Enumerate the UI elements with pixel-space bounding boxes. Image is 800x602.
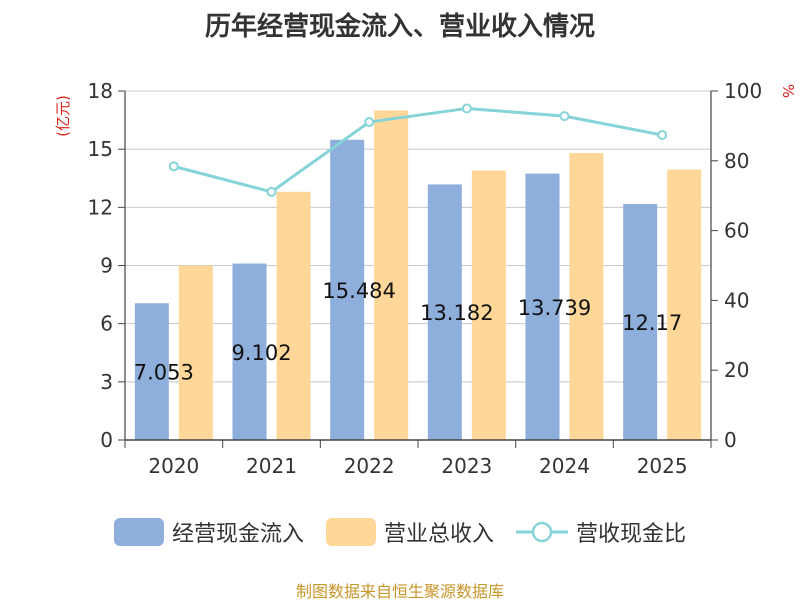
bar-revenue-2022 — [374, 110, 409, 440]
x-tick-label-2025: 2025 — [637, 454, 688, 478]
y-tick-label-9: 9 — [100, 254, 113, 278]
legend-label-revenue: 营业总收入 — [383, 522, 494, 547]
line-series — [168, 103, 668, 197]
bar-revenue-2025 — [667, 169, 702, 440]
bar-cash-inflow-2021 — [232, 263, 267, 440]
bar-revenue-2021 — [276, 191, 311, 440]
y2-tick-label-100: 100 — [724, 79, 762, 103]
data-label-2021: 9.102 — [231, 341, 291, 365]
chart-title: 历年经营现金流入、营业收入情况 — [204, 12, 595, 42]
y-tick-label-18: 18 — [88, 79, 113, 103]
y2-tick-label-20: 20 — [724, 358, 749, 382]
legend-label-cash-inflow: 经营现金流入 — [171, 522, 304, 547]
y2-tick-label-80: 80 — [724, 149, 749, 173]
y2-tick-label-0: 0 — [724, 428, 737, 452]
legend-item-revenue[interactable]: 营业总收入 — [325, 516, 494, 548]
y-axis-unit-right: % — [779, 84, 797, 98]
bar-cash-inflow-2023 — [427, 184, 462, 440]
x-tick-label-2022: 2022 — [344, 454, 395, 478]
bar-revenue-2020 — [178, 265, 213, 440]
y2-tick-label-40: 40 — [724, 288, 749, 312]
data-label-2023: 13.182 — [420, 301, 493, 325]
bar-cash-inflow-2022 — [330, 139, 365, 440]
y-tick-label-3: 3 — [100, 370, 113, 394]
grid-lines — [125, 90, 711, 383]
y-tick-label-15: 15 — [88, 137, 113, 161]
point-cash-ratio-2024 — [559, 111, 570, 122]
legend-label-cash-ratio: 营收现金比 — [576, 522, 687, 547]
y-tick-label-6: 6 — [100, 312, 113, 336]
y-tick-label-12: 12 — [88, 195, 113, 219]
x-tick-label-2021: 2021 — [246, 454, 297, 478]
point-cash-ratio-2021 — [266, 186, 277, 197]
axes: 0 3 6 9 12 15 18 0 20 40 60 80 100 2020 2021 2022 2023 20… — [88, 79, 763, 478]
point-cash-ratio-2020 — [168, 161, 179, 172]
point-cash-ratio-2025 — [657, 129, 668, 140]
x-tick-label-2020: 2020 — [148, 454, 199, 478]
bar-revenue-2024 — [569, 153, 604, 441]
bar-cash-inflow-2024 — [525, 173, 560, 440]
x-tick-label-2023: 2023 — [441, 454, 492, 478]
source-note: 制图数据来自恒生聚源数据库 — [295, 582, 504, 601]
y2-tick-label-60: 60 — [724, 219, 749, 243]
data-label-2024: 13.739 — [518, 296, 591, 320]
data-label-2022: 15.484 — [322, 279, 395, 303]
bar-revenue-2023 — [471, 170, 506, 440]
legend-line-marker-icon — [516, 521, 568, 543]
data-label-2020: 7.053 — [134, 361, 194, 385]
legend: 经营现金流入 营业总收入 营收现金比 — [0, 516, 800, 548]
bar-series — [134, 110, 702, 441]
bar-cash-inflow-2020 — [134, 303, 169, 440]
point-cash-ratio-2022 — [364, 117, 375, 128]
legend-item-cash-ratio[interactable]: 营收现金比 — [516, 516, 686, 548]
legend-swatch-cash-inflow — [113, 518, 164, 546]
point-cash-ratio-2023 — [461, 103, 472, 114]
legend-swatch-revenue — [325, 518, 376, 546]
data-label-2025: 12.17 — [622, 311, 682, 335]
x-tick-label-2024: 2024 — [539, 454, 590, 478]
y-axis-unit-left: (亿元) — [54, 95, 72, 137]
data-labels: 7.053 9.102 15.484 13.182 13.739 12.17 — [134, 279, 682, 385]
y-tick-label-0: 0 — [100, 428, 113, 452]
line-cash-ratio — [173, 106, 663, 194]
bar-cash-inflow-2025 — [623, 204, 658, 440]
legend-item-cash-inflow[interactable]: 经营现金流入 — [113, 516, 304, 548]
